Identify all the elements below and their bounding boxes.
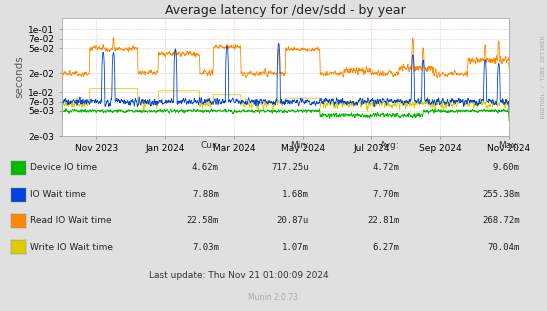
Text: Avg:: Avg: [380,141,399,150]
Text: 7.03m: 7.03m [192,243,219,252]
Text: 7.70m: 7.70m [373,190,399,199]
Text: 268.72m: 268.72m [482,216,520,225]
Text: RRDTOOL / TOBI OETIKER: RRDTOOL / TOBI OETIKER [541,36,546,118]
Title: Average latency for /dev/sdd - by year: Average latency for /dev/sdd - by year [165,4,406,17]
Text: Munin 2.0.73: Munin 2.0.73 [248,293,299,301]
Text: Cur:: Cur: [200,141,219,150]
Text: 7.88m: 7.88m [192,190,219,199]
Text: Write IO Wait time: Write IO Wait time [30,243,113,252]
Text: 22.81m: 22.81m [367,216,399,225]
Text: 717.25u: 717.25u [271,164,309,172]
Text: Max:: Max: [498,141,520,150]
Text: IO Wait time: IO Wait time [30,190,86,199]
Text: 6.27m: 6.27m [373,243,399,252]
Text: Device IO time: Device IO time [30,164,97,172]
Text: 70.04m: 70.04m [487,243,520,252]
Text: 20.87u: 20.87u [277,216,309,225]
Text: 9.60m: 9.60m [493,164,520,172]
Text: 4.72m: 4.72m [373,164,399,172]
Text: Last update: Thu Nov 21 01:00:09 2024: Last update: Thu Nov 21 01:00:09 2024 [149,271,328,280]
Y-axis label: seconds: seconds [14,56,24,98]
Text: Min:: Min: [290,141,309,150]
Text: 255.38m: 255.38m [482,190,520,199]
Text: Read IO Wait time: Read IO Wait time [30,216,112,225]
Text: 4.62m: 4.62m [192,164,219,172]
Text: 1.07m: 1.07m [282,243,309,252]
Text: 1.68m: 1.68m [282,190,309,199]
Text: 22.58m: 22.58m [187,216,219,225]
